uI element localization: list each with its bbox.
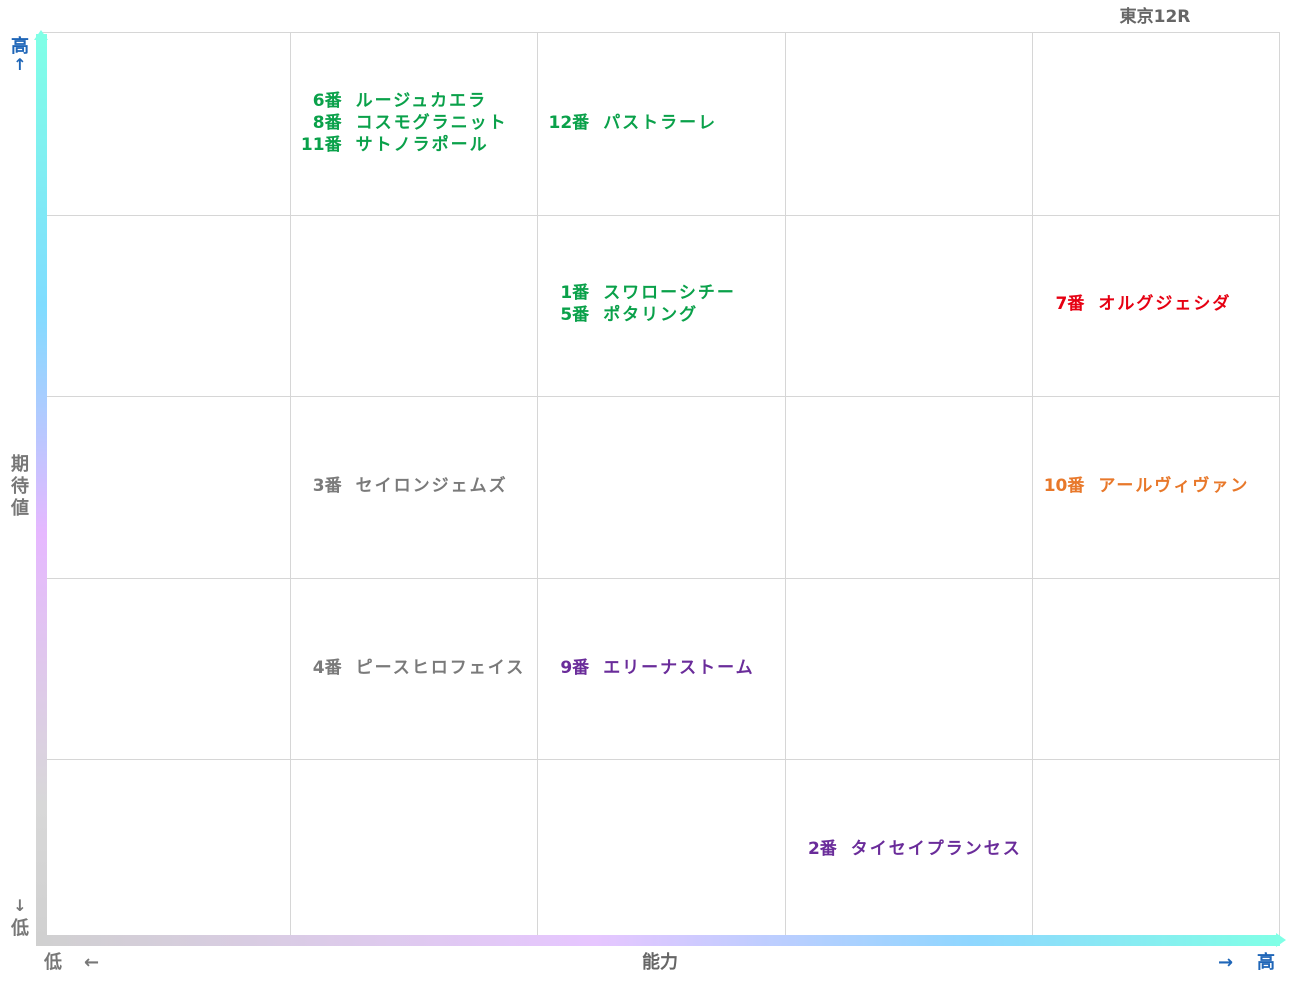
grid-horizontal-line: [42, 578, 1279, 579]
horse-number: 4番: [312, 657, 342, 678]
horse-entry: 10番 アールヴィヴァン: [1040, 475, 1278, 497]
horse-name: ルージュカエラ: [355, 90, 488, 111]
horse-number: 3番: [312, 476, 342, 496]
chart-grid: [42, 32, 1280, 940]
y-axis-low-label: 低: [11, 918, 29, 939]
horse-entry: 5番 ポタリング: [545, 304, 783, 326]
x-axis-high-label: 高: [1257, 952, 1275, 973]
y-axis-high-label: 高: [11, 36, 29, 57]
horse-entry: 2番 タイセイプランセス: [793, 838, 1031, 860]
x-axis-arrow-icon: [1276, 933, 1286, 947]
horse-entry: 11番 サトノラポール: [298, 134, 536, 156]
horse-entry: 3番 セイロンジェムズ: [298, 475, 536, 497]
horse-name: コスモグラニット: [355, 112, 508, 133]
horse-name: エリーナストーム: [603, 657, 755, 678]
horse-name: アールヴィヴァン: [1098, 476, 1250, 496]
grid-horizontal-line: [42, 759, 1279, 760]
y-axis-low-arrow: ↓: [13, 896, 27, 915]
y-axis-title: 期待値: [11, 454, 29, 519]
horse-entry: 6番 ルージュカエラ: [298, 90, 536, 112]
grid-vertical-line: [1032, 33, 1033, 940]
grid-horizontal-line: [42, 396, 1279, 397]
x-axis-low-label: 低: [44, 952, 62, 973]
horse-name: ポタリング: [603, 305, 699, 326]
horse-number: 2番: [807, 839, 837, 860]
horse-name: オルグジェシダ: [1098, 294, 1232, 315]
horse-number: 9番: [560, 657, 590, 678]
horse-number: 11番: [300, 134, 342, 155]
horse-name: セイロンジェムズ: [355, 476, 508, 496]
horse-entry: 9番 エリーナストーム: [545, 657, 783, 679]
x-axis-high-arrow: →: [1218, 952, 1234, 973]
horse-number: 1番: [560, 283, 590, 304]
x-axis-title: 能力: [642, 952, 678, 973]
horse-name: パストラーレ: [603, 112, 718, 133]
horse-number: 8番: [312, 112, 342, 133]
y-axis-line: [36, 34, 47, 942]
grid-vertical-line: [537, 33, 538, 940]
horse-entry: 7番 オルグジェシダ: [1040, 293, 1278, 315]
horse-name: サトノラポール: [355, 134, 489, 155]
horse-name: タイセイプランセス: [850, 839, 1022, 860]
race-title: 東京12R: [1119, 7, 1191, 27]
grid-horizontal-line: [42, 215, 1279, 216]
horse-number: 12番: [548, 112, 590, 133]
x-axis-low-arrow: ←: [84, 952, 100, 973]
horse-entry: 8番 コスモグラニット: [298, 112, 536, 134]
horse-number: 5番: [560, 305, 590, 326]
grid-vertical-line: [785, 33, 786, 940]
horse-entry: 4番 ピースヒロフェイス: [298, 657, 536, 679]
horse-entry: 1番 スワローシチー: [545, 282, 783, 304]
horse-name: ピースヒロフェイス: [355, 657, 526, 678]
horse-number: 7番: [1055, 294, 1085, 315]
horse-number: 6番: [312, 90, 342, 111]
horse-number: 10番: [1043, 476, 1085, 496]
y-axis-arrow-icon: [34, 30, 48, 40]
horse-entry: 12番 パストラーレ: [545, 112, 783, 134]
y-axis-high-arrow: ↑: [13, 55, 27, 74]
horse-name: スワローシチー: [603, 283, 736, 304]
x-axis-line: [36, 935, 1280, 946]
grid-vertical-line: [290, 33, 291, 940]
